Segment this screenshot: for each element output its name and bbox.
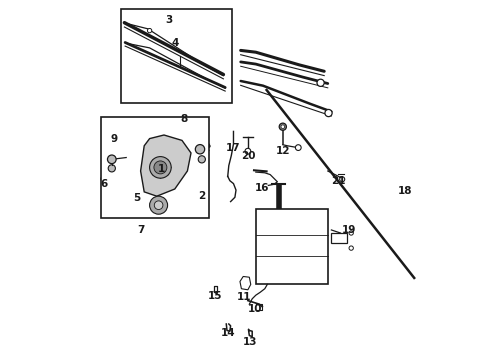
Text: 1: 1 — [158, 164, 165, 174]
Text: 11: 11 — [237, 292, 251, 302]
Circle shape — [154, 201, 163, 210]
Text: 9: 9 — [110, 134, 117, 144]
Text: 5: 5 — [133, 193, 141, 203]
Text: 20: 20 — [241, 150, 255, 161]
Text: 6: 6 — [100, 179, 107, 189]
Circle shape — [107, 155, 116, 164]
Text: 8: 8 — [180, 114, 188, 124]
Text: 14: 14 — [220, 328, 235, 338]
Text: 10: 10 — [248, 304, 262, 314]
Circle shape — [349, 246, 353, 250]
Polygon shape — [141, 135, 191, 196]
Circle shape — [108, 165, 116, 172]
Text: 4: 4 — [171, 38, 178, 48]
Text: 17: 17 — [226, 143, 241, 153]
Circle shape — [245, 148, 251, 154]
Text: 16: 16 — [255, 183, 270, 193]
Text: 12: 12 — [275, 146, 290, 156]
Bar — [256, 209, 328, 284]
Circle shape — [101, 176, 107, 182]
Circle shape — [317, 79, 324, 86]
Polygon shape — [240, 276, 251, 290]
Circle shape — [120, 177, 127, 185]
Bar — [331, 233, 346, 243]
Circle shape — [198, 156, 205, 163]
Text: 19: 19 — [342, 225, 357, 235]
Circle shape — [149, 196, 168, 214]
Circle shape — [196, 145, 205, 154]
Circle shape — [279, 123, 286, 130]
Text: 7: 7 — [137, 225, 144, 235]
Bar — [101, 117, 209, 218]
Circle shape — [189, 182, 196, 189]
Text: 3: 3 — [166, 15, 173, 25]
Circle shape — [147, 28, 152, 33]
Text: 13: 13 — [243, 337, 258, 347]
Text: 2: 2 — [198, 191, 205, 201]
Circle shape — [149, 157, 171, 178]
Circle shape — [281, 125, 285, 129]
Circle shape — [349, 231, 353, 235]
Bar — [121, 9, 232, 103]
Circle shape — [295, 145, 301, 150]
Text: 21: 21 — [331, 176, 346, 186]
Circle shape — [340, 177, 345, 182]
Text: 18: 18 — [398, 186, 413, 196]
Circle shape — [325, 109, 332, 117]
Circle shape — [154, 161, 167, 174]
Text: 15: 15 — [208, 291, 223, 301]
